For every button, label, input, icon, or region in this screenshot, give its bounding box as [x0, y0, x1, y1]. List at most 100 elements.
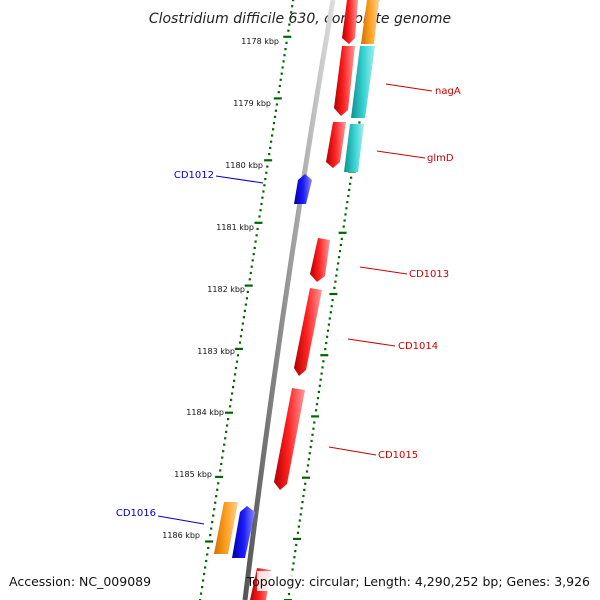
scale-minor-tick	[240, 328, 244, 331]
scale-label: 1183 kbp	[197, 347, 235, 356]
scale-minor-tick	[226, 424, 229, 427]
leader-glmd	[376, 150, 426, 159]
scale-outer-minor-tick	[350, 176, 353, 179]
scale-minor-tick	[235, 360, 239, 363]
scale-outer-minor-tick	[313, 421, 316, 424]
gene-feature-cd1016-blue[interactable]	[232, 506, 255, 558]
gene-label-cd1014[interactable]: CD1014	[398, 341, 438, 352]
scale-label: 1180 kbp	[225, 161, 263, 170]
scale-label: 1179 kbp	[233, 99, 271, 108]
scale-major-tick	[244, 284, 253, 287]
scale-minor-tick	[232, 386, 235, 389]
gene-feature-cd1016-orange[interactable]	[214, 502, 238, 554]
scale-outer-minor-tick	[347, 194, 350, 198]
scale-minor-tick	[272, 128, 275, 131]
gene-feature-cd1015[interactable]	[274, 388, 305, 490]
scale-outer-minor-tick	[301, 501, 304, 504]
scale-outer-minor-tick	[331, 299, 334, 302]
gene-label-cd1013[interactable]: CD1013	[409, 269, 449, 280]
scale-minor-tick	[277, 91, 280, 94]
gene-label-glmd[interactable]: glmD	[427, 153, 454, 164]
scale-minor-tick	[262, 190, 265, 193]
scale-outer-minor-tick	[336, 268, 339, 271]
scale-minor-tick	[272, 122, 276, 125]
scale-outer-minor-tick	[349, 182, 352, 185]
scale-minor-tick	[241, 322, 244, 325]
scale-outer-minor-tick	[297, 525, 300, 528]
scale-minor-tick	[222, 450, 225, 453]
scale-minor-tick	[250, 265, 253, 268]
scale-minor-tick	[263, 184, 266, 187]
gene-feature-naga-cyan[interactable]	[351, 46, 375, 118]
scale-outer-minor-tick	[335, 274, 338, 277]
scale-label: 1186 kbp	[162, 531, 200, 540]
gene-feature-cd1014[interactable]	[294, 288, 322, 376]
scale-major-tick	[225, 411, 233, 414]
scale-minor-tick	[221, 456, 224, 459]
scale-outer-major-tick	[320, 354, 329, 357]
scale-minor-tick	[238, 341, 242, 344]
scale-minor-tick	[288, 23, 291, 26]
scale-outer-minor-tick	[339, 243, 342, 247]
scale-minor-tick	[285, 41, 288, 44]
scale-minor-tick	[225, 430, 228, 433]
leader-cd1015	[328, 446, 377, 456]
scale-label: 1184 kbp	[186, 408, 224, 417]
scale-outer-minor-tick	[316, 397, 320, 400]
scale-minor-tick	[234, 373, 237, 376]
scale-minor-tick	[275, 103, 278, 106]
scale-outer-minor-tick	[324, 348, 327, 351]
scale-outer-minor-tick	[294, 550, 297, 553]
forward-strand-genes	[214, 174, 312, 558]
scale-outer-minor-tick	[320, 372, 323, 375]
footer-accession-bg	[6, 571, 148, 591]
scale-outer-minor-tick	[299, 513, 302, 516]
gene-feature-glmd-red[interactable]	[326, 122, 346, 168]
gene-feature-naga-red[interactable]	[334, 46, 355, 116]
scale-minor-tick	[270, 140, 273, 143]
scale-outer-minor-tick	[348, 188, 351, 191]
scale-outer-minor-tick	[330, 305, 333, 308]
scale-outer-minor-tick	[326, 329, 330, 332]
label-leaders	[157, 83, 433, 525]
scale-minor-tick	[264, 177, 267, 181]
scale-minor-tick	[234, 366, 238, 370]
gene-feature-cd1011-red[interactable]	[342, 0, 358, 44]
scale-minor-tick	[211, 521, 214, 524]
gene-feature-cd1011-orange[interactable]	[361, 0, 379, 44]
scale-outer-minor-tick	[309, 445, 312, 449]
scale-minor-tick	[274, 109, 277, 112]
gene-feature-cd1012[interactable]	[294, 174, 312, 204]
scale-outer-major-tick	[311, 415, 320, 418]
gene-label-cd1015[interactable]: CD1015	[378, 450, 418, 461]
scale-outer-minor-tick	[311, 433, 314, 436]
scale-major-tick	[264, 159, 273, 162]
scale-minor-tick	[251, 259, 254, 262]
scale-minor-tick	[219, 469, 222, 472]
gene-label-cd1012[interactable]: CD1012	[174, 170, 214, 181]
gene-label-naga[interactable]: nagA	[435, 86, 461, 97]
gene-feature-glmd-cyan[interactable]	[344, 124, 364, 172]
gene-labels: nagA glmD CD1012 CD1013 CD1014 CD1015 CD…	[116, 86, 461, 519]
scale-major-tick	[205, 540, 214, 543]
scale-outer-minor-tick	[337, 256, 341, 259]
scale-minor-tick	[289, 17, 292, 20]
scale-minor-tick	[284, 48, 287, 51]
scale-minor-tick	[279, 78, 282, 81]
scale-outer-minor-tick	[310, 439, 313, 442]
scale-minor-tick	[261, 196, 264, 199]
scale-minor-tick	[224, 437, 227, 440]
gene-label-cd1016[interactable]: CD1016	[116, 508, 156, 519]
scale-minor-tick	[207, 546, 210, 550]
scale-minor-tick	[204, 566, 207, 569]
leader-cd1016	[157, 515, 205, 525]
scale-ring-inner	[199, 0, 295, 600]
scale-outer-major-tick	[293, 537, 301, 540]
scale-outer-minor-tick	[334, 280, 337, 283]
scale-minor-tick	[253, 246, 256, 249]
scale-minor-tick	[283, 54, 286, 57]
gene-feature-cd1013[interactable]	[310, 238, 330, 282]
scale-outer-minor-tick	[312, 427, 315, 430]
scale-minor-tick	[259, 209, 262, 212]
